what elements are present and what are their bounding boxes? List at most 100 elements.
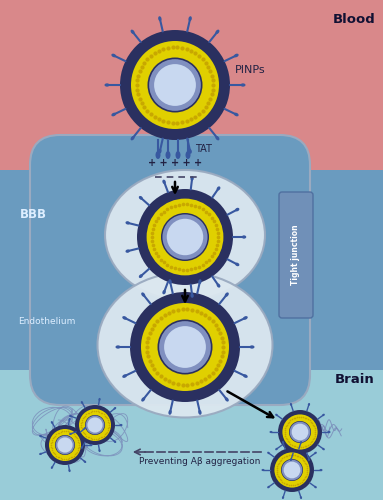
Ellipse shape	[314, 452, 317, 454]
Circle shape	[270, 448, 314, 492]
Text: BBB: BBB	[20, 208, 47, 222]
Circle shape	[154, 64, 196, 106]
Text: Preventing Aβ aggregation: Preventing Aβ aggregation	[139, 458, 261, 466]
Ellipse shape	[169, 410, 172, 415]
Ellipse shape	[116, 346, 121, 348]
Circle shape	[284, 462, 300, 478]
Text: + + + + +: + + + + +	[148, 158, 202, 168]
Ellipse shape	[282, 441, 284, 444]
Circle shape	[291, 424, 308, 440]
Circle shape	[45, 425, 85, 465]
Ellipse shape	[69, 418, 70, 421]
Ellipse shape	[327, 431, 331, 433]
Ellipse shape	[235, 208, 239, 212]
Ellipse shape	[175, 151, 180, 159]
Ellipse shape	[322, 414, 325, 416]
Circle shape	[274, 452, 309, 488]
Ellipse shape	[267, 486, 270, 488]
Ellipse shape	[241, 84, 246, 86]
Ellipse shape	[290, 403, 292, 406]
Ellipse shape	[215, 30, 219, 34]
Ellipse shape	[139, 274, 143, 278]
Text: TAT: TAT	[195, 144, 212, 154]
Ellipse shape	[105, 84, 110, 86]
Ellipse shape	[217, 186, 220, 190]
Ellipse shape	[314, 486, 317, 488]
Ellipse shape	[105, 170, 265, 300]
Circle shape	[55, 435, 75, 455]
Circle shape	[281, 459, 303, 481]
Ellipse shape	[300, 441, 302, 444]
Ellipse shape	[242, 236, 246, 238]
Circle shape	[282, 414, 318, 450]
Ellipse shape	[114, 440, 116, 443]
Ellipse shape	[270, 431, 272, 433]
Ellipse shape	[275, 448, 278, 450]
Ellipse shape	[225, 292, 229, 297]
Ellipse shape	[322, 448, 325, 450]
Circle shape	[147, 58, 203, 112]
Circle shape	[79, 409, 111, 441]
Text: Tight junction: Tight junction	[291, 224, 301, 286]
Text: Endothelium: Endothelium	[18, 318, 75, 326]
Ellipse shape	[122, 316, 127, 320]
Ellipse shape	[98, 398, 101, 401]
Ellipse shape	[249, 346, 254, 348]
Circle shape	[75, 405, 115, 445]
Ellipse shape	[69, 415, 72, 418]
Ellipse shape	[190, 176, 194, 180]
Circle shape	[137, 189, 233, 285]
Ellipse shape	[39, 452, 42, 455]
Circle shape	[162, 214, 208, 260]
Ellipse shape	[188, 16, 192, 21]
Circle shape	[282, 460, 302, 480]
Circle shape	[159, 321, 211, 373]
Ellipse shape	[162, 290, 166, 294]
Text: Blood: Blood	[332, 13, 375, 26]
Ellipse shape	[198, 410, 201, 415]
Circle shape	[161, 213, 209, 261]
Ellipse shape	[158, 16, 162, 21]
Ellipse shape	[165, 151, 170, 159]
Ellipse shape	[83, 460, 86, 463]
Ellipse shape	[308, 403, 310, 406]
Ellipse shape	[319, 469, 322, 471]
Ellipse shape	[131, 136, 135, 140]
Ellipse shape	[217, 284, 220, 288]
Ellipse shape	[111, 54, 116, 58]
Ellipse shape	[267, 452, 270, 454]
Ellipse shape	[162, 180, 166, 184]
Circle shape	[87, 418, 103, 432]
Ellipse shape	[98, 449, 101, 452]
Ellipse shape	[198, 279, 201, 284]
Circle shape	[167, 219, 203, 255]
Ellipse shape	[225, 397, 229, 402]
Circle shape	[289, 421, 311, 443]
Circle shape	[85, 415, 105, 435]
Ellipse shape	[98, 272, 272, 418]
FancyBboxPatch shape	[0, 170, 383, 370]
Ellipse shape	[114, 407, 116, 410]
Text: PINPs: PINPs	[235, 65, 266, 75]
FancyBboxPatch shape	[0, 0, 383, 170]
Circle shape	[85, 416, 105, 434]
Circle shape	[141, 303, 229, 391]
Ellipse shape	[308, 458, 310, 461]
Ellipse shape	[126, 250, 130, 253]
FancyBboxPatch shape	[30, 135, 310, 405]
Ellipse shape	[81, 401, 83, 404]
Ellipse shape	[169, 279, 172, 284]
Circle shape	[147, 198, 223, 276]
Ellipse shape	[69, 469, 70, 472]
Ellipse shape	[215, 136, 219, 140]
Circle shape	[130, 292, 240, 402]
Ellipse shape	[122, 374, 127, 378]
Ellipse shape	[139, 196, 143, 200]
Ellipse shape	[83, 427, 86, 430]
Ellipse shape	[158, 149, 162, 154]
Ellipse shape	[51, 466, 53, 469]
Circle shape	[290, 422, 310, 442]
Circle shape	[149, 59, 201, 111]
Ellipse shape	[131, 30, 135, 34]
Circle shape	[278, 410, 322, 454]
